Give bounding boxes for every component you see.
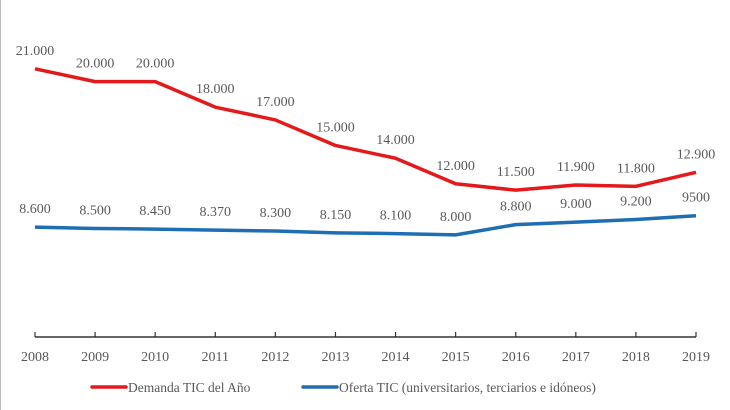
x-tick-label: 2019: [682, 350, 710, 365]
data-label: 8.600: [19, 202, 51, 217]
data-label: 11.800: [617, 161, 655, 176]
x-tick-label: 2013: [321, 350, 349, 365]
legend-item: Demanda TIC del Año: [90, 380, 251, 395]
legend-label: Demanda TIC del Año: [128, 380, 251, 395]
data-label: 11.900: [557, 160, 595, 175]
data-label: 8.000: [440, 210, 472, 225]
data-label: 8.300: [260, 206, 292, 221]
data-label: 9500: [682, 191, 710, 206]
series-demanda: 21.000 20.000 20.000 18.000 17.000 15.000 14.0…: [16, 44, 716, 192]
x-tick-label: 2008: [21, 350, 49, 365]
x-tick-label: 2017: [562, 350, 590, 365]
x-tick-label: 2009: [81, 350, 109, 365]
data-label: 12.000: [436, 159, 475, 174]
data-label: 8.370: [200, 205, 232, 220]
data-label: 9.200: [620, 195, 652, 210]
data-label: 20.000: [76, 57, 115, 72]
data-label: 14.000: [376, 133, 415, 148]
data-label: 20.000: [136, 57, 175, 72]
legend: Demanda TIC del Año Oferta TIC (universit…: [90, 380, 596, 395]
data-label: 11.500: [497, 165, 535, 180]
series-group: 21.000 20.000 20.000 18.000 17.000 15.000 14.0…: [16, 44, 716, 237]
x-tick-label: 2012: [261, 350, 289, 365]
series-oferta: 8.600 8.500 8.450 8.370 8.300 8.150 8.100 8.000…: [19, 191, 710, 237]
x-axis: 2008 2009 2010 2011 2012 2013 2014 2015 2016 2017…: [21, 332, 710, 365]
data-label: 21.000: [16, 44, 55, 59]
data-label: 8.800: [500, 200, 532, 215]
x-tick-label: 2015: [442, 350, 470, 365]
legend-label: Oferta TIC (universitarios, terciarios e…: [339, 380, 596, 395]
series-line: [34, 213, 697, 237]
data-label: 9.000: [560, 197, 592, 212]
legend-item: Oferta TIC (universitarios, terciarios e…: [301, 380, 596, 395]
data-label: 17.000: [256, 95, 295, 110]
x-tick-label: 2010: [141, 350, 169, 365]
data-label: 12.900: [677, 147, 716, 162]
data-label: 18.000: [196, 82, 235, 97]
data-label: 8.100: [380, 209, 412, 224]
x-tick-label: 2018: [622, 350, 650, 365]
series-line: [34, 67, 697, 192]
x-tick-label: 2011: [202, 350, 229, 365]
data-label: 8.500: [79, 203, 111, 218]
data-label: 8.150: [320, 208, 352, 223]
x-tick-label: 2014: [382, 350, 410, 365]
x-tick-label: 2016: [502, 350, 530, 365]
data-label: 15.000: [316, 120, 355, 135]
data-label: 8.450: [139, 204, 171, 219]
